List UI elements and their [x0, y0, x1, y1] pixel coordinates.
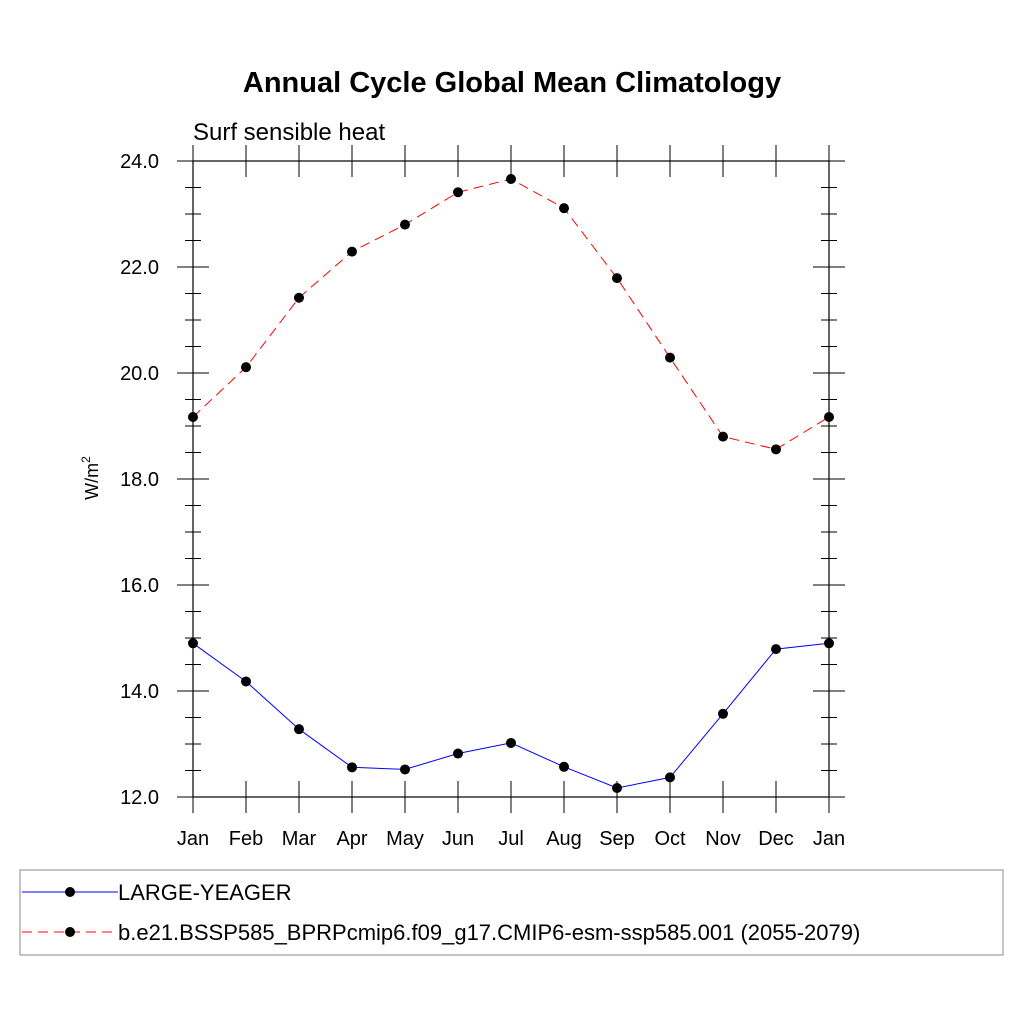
x-tick-label: Jan [813, 828, 845, 850]
x-tick-label: Aug [546, 828, 582, 850]
data-point [506, 174, 516, 185]
tick-labels: 12.0 14.0 16.0 18.0 20.0 22.0 24.0 Jan Feb Mar Apr… [120, 151, 845, 850]
data-point [612, 782, 622, 793]
y-axis-title-unit: W/m [82, 463, 102, 500]
data-point [718, 708, 728, 719]
data-point [665, 352, 675, 363]
chart-subtitle: Surf sensible heat [193, 119, 385, 146]
y-tick-label: 24.0 [120, 151, 159, 173]
data-point [559, 203, 569, 214]
x-tick-label: Feb [229, 828, 263, 850]
series-line-1 [192, 178, 830, 450]
x-tick-label: Apr [336, 828, 367, 850]
data-point [718, 431, 728, 442]
data-point [294, 724, 304, 735]
legend-label: b.e21.BSSP585_BPRPcmip6.f09_g17.CMIP6-es… [118, 920, 860, 945]
data-point [771, 644, 781, 655]
x-tick-label: Oct [654, 828, 686, 850]
series-line-0 [192, 642, 830, 789]
x-tick-label: Mar [282, 828, 317, 850]
series-layer [188, 174, 834, 793]
data-point [559, 761, 569, 772]
legend-box [19, 869, 1004, 956]
x-tick-label: Nov [705, 828, 741, 850]
legend-label: LARGE-YEAGER [118, 880, 292, 905]
legend-marker [65, 927, 75, 937]
data-point [400, 764, 410, 775]
chart-title: Annual Cycle Global Mean Climatology [243, 67, 781, 99]
y-tick-label: 20.0 [120, 363, 159, 385]
y-tick-label: 22.0 [120, 257, 159, 279]
data-point [241, 676, 251, 687]
x-tick-label: Jul [498, 828, 524, 850]
data-point [665, 772, 675, 783]
data-point [453, 748, 463, 759]
y-axis-title: W/m2 [79, 456, 102, 500]
x-tick-label: Dec [758, 828, 794, 850]
y-tick-label: 12.0 [120, 787, 159, 809]
data-point [294, 292, 304, 303]
x-tick-label: Jun [442, 828, 474, 850]
y-axis-title-exponent: 2 [79, 456, 93, 463]
x-tick-label: Jan [177, 828, 209, 850]
data-point [241, 362, 251, 373]
legend: LARGE-YEAGER b.e21.BSSP585_BPRPcmip6.f09_… [19, 869, 1004, 956]
x-tick-label: May [386, 828, 424, 850]
data-point [612, 273, 622, 284]
data-point [771, 444, 781, 455]
axis-ticks [177, 145, 845, 813]
y-tick-label: 18.0 [120, 469, 159, 491]
y-tick-label: 14.0 [120, 681, 159, 703]
data-point [400, 219, 410, 230]
plot-frame [192, 160, 830, 798]
legend-marker [65, 887, 75, 897]
y-tick-label: 16.0 [120, 575, 159, 597]
data-point [347, 246, 357, 257]
x-tick-label: Sep [599, 828, 635, 850]
data-point [506, 737, 516, 748]
data-point [453, 187, 463, 198]
data-point [347, 762, 357, 773]
